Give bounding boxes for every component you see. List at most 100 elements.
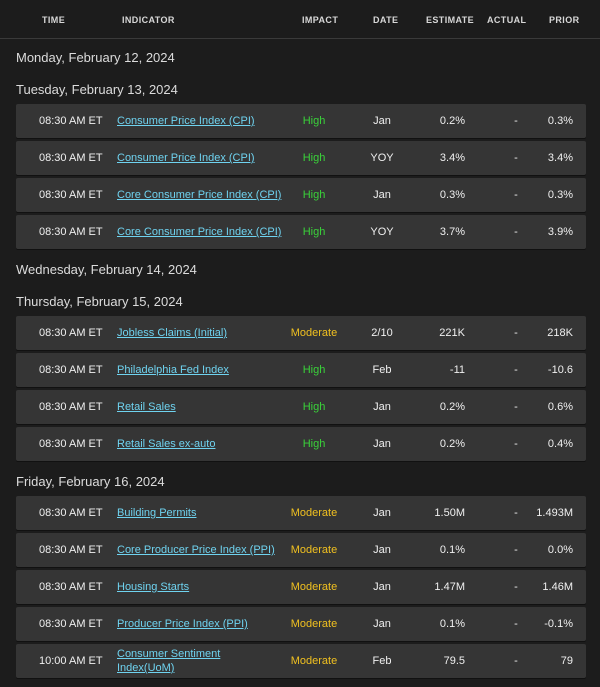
indicator-link[interactable]: Core Consumer Price Index (CPI)	[117, 189, 282, 201]
indicator-link[interactable]: Philadelphia Fed Index	[117, 364, 229, 376]
impact-cell: Moderate	[290, 327, 338, 339]
actual-cell: -	[514, 581, 518, 593]
actual-cell: -	[514, 189, 518, 201]
prior-cell: 0.3%	[547, 115, 573, 127]
actual-cell: -	[514, 115, 518, 127]
impact-cell: High	[302, 226, 326, 238]
indicator-link[interactable]: Core Producer Price Index (PPI)	[117, 544, 275, 556]
time-cell: 08:30 AM ET	[39, 364, 103, 376]
day-heading-thursday: Thursday, February 15, 2024	[16, 294, 183, 309]
table-row: 08:30 AM ET Consumer Price Index (CPI) Hig…	[16, 141, 586, 175]
estimate-cell: 0.3%	[439, 189, 465, 201]
table-row: 08:30 AM ET Consumer Price Index (CPI) Hig…	[16, 104, 586, 138]
indicator-link[interactable]: Housing Starts	[117, 581, 190, 593]
time-cell: 08:30 AM ET	[39, 401, 103, 413]
prior-cell: 79	[560, 655, 573, 667]
estimate-cell: 0.2%	[439, 401, 465, 413]
indicator-link[interactable]: Consumer Sentiment Index(UoM)	[117, 648, 221, 674]
prior-cell: 1.46M	[542, 581, 573, 593]
table-row: 08:30 AM ET Retail Sales ex-auto High Jan 0.…	[16, 427, 586, 461]
prior-cell: 0.3%	[547, 189, 573, 201]
prior-cell: 3.9%	[547, 226, 573, 238]
actual-cell: -	[514, 401, 518, 413]
date-cell: Jan	[373, 507, 391, 519]
estimate-cell: 0.1%	[439, 618, 465, 630]
time-cell: 08:30 AM ET	[39, 226, 103, 238]
time-cell: 08:30 AM ET	[39, 544, 103, 556]
header-impact: IMPACT	[302, 15, 339, 25]
day-heading-friday: Friday, February 16, 2024	[16, 474, 165, 489]
date-cell: Jan	[373, 581, 391, 593]
time-cell: 08:30 AM ET	[39, 327, 103, 339]
prior-cell: 0.6%	[547, 401, 573, 413]
header-date: DATE	[373, 15, 399, 25]
day-heading-monday: Monday, February 12, 2024	[16, 50, 175, 65]
header-actual: ACTUAL	[487, 15, 527, 25]
estimate-cell: 0.1%	[439, 544, 465, 556]
table-row: 08:30 AM ET Jobless Claims (Initial) Moder…	[16, 316, 586, 350]
estimate-cell: 0.2%	[439, 438, 465, 450]
prior-cell: 0.0%	[547, 544, 573, 556]
actual-cell: -	[514, 507, 518, 519]
impact-cell: High	[302, 152, 326, 164]
indicator-link[interactable]: Retail Sales	[117, 401, 176, 413]
actual-cell: -	[514, 618, 518, 630]
prior-cell: -0.1%	[544, 618, 573, 630]
header-time: TIME	[42, 15, 66, 25]
date-cell: Feb	[372, 655, 392, 667]
actual-cell: -	[514, 327, 518, 339]
header-prior: PRIOR	[549, 15, 580, 25]
impact-cell: Moderate	[290, 618, 338, 630]
table-row: 08:30 AM ET Producer Price Index (PPI) Mod…	[16, 607, 586, 641]
time-cell: 08:30 AM ET	[39, 152, 103, 164]
estimate-cell: 79.5	[443, 655, 465, 667]
impact-cell: High	[302, 364, 326, 376]
time-cell: 10:00 AM ET	[39, 655, 103, 667]
estimate-cell: 3.7%	[439, 226, 465, 238]
actual-cell: -	[514, 364, 518, 376]
date-cell: YOY	[370, 226, 394, 238]
actual-cell: -	[514, 544, 518, 556]
indicator-link[interactable]: Jobless Claims (Initial)	[117, 327, 228, 339]
estimate-cell: 1.47M	[434, 581, 465, 593]
date-cell: Jan	[373, 189, 391, 201]
date-cell: Jan	[373, 618, 391, 630]
date-cell: 2/10	[371, 327, 393, 339]
indicator-link[interactable]: Core Consumer Price Index (CPI)	[117, 226, 282, 238]
table-row: 08:30 AM ET Building Permits Moderate Jan 1.…	[16, 496, 586, 530]
date-cell: Jan	[373, 115, 391, 127]
indicator-link[interactable]: Producer Price Index (PPI)	[117, 618, 248, 630]
impact-cell: High	[302, 438, 326, 450]
indicator-link[interactable]: Consumer Price Index (CPI)	[117, 115, 255, 127]
actual-cell: -	[514, 152, 518, 164]
time-cell: 08:30 AM ET	[39, 115, 103, 127]
time-cell: 08:30 AM ET	[39, 618, 103, 630]
date-cell: Jan	[373, 401, 391, 413]
date-cell: Jan	[373, 544, 391, 556]
day-heading-wednesday: Wednesday, February 14, 2024	[16, 262, 197, 277]
table-row: 08:30 AM ET Core Producer Price Index (PP…	[16, 533, 586, 567]
indicator-link[interactable]: Building Permits	[117, 507, 197, 519]
table-row: 08:30 AM ET Core Consumer Price Index (CP…	[16, 215, 586, 249]
time-cell: 08:30 AM ET	[39, 438, 103, 450]
time-cell: 08:30 AM ET	[39, 189, 103, 201]
prior-cell: -10.6	[547, 364, 573, 376]
date-cell: Feb	[372, 364, 392, 376]
impact-cell: Moderate	[290, 544, 338, 556]
table-row: 10:00 AM ET Consumer Sentiment Index(UoM)…	[16, 644, 586, 678]
estimate-cell: 0.2%	[439, 115, 465, 127]
estimate-cell: -11	[449, 364, 465, 376]
actual-cell: -	[514, 438, 518, 450]
indicator-link[interactable]: Consumer Price Index (CPI)	[117, 152, 255, 164]
impact-cell: Moderate	[290, 507, 338, 519]
impact-cell: High	[302, 189, 326, 201]
table-row: 08:30 AM ET Housing Starts Moderate Jan 1.47…	[16, 570, 586, 604]
table-row: 08:30 AM ET Core Consumer Price Index (CP…	[16, 178, 586, 212]
indicator-link[interactable]: Retail Sales ex-auto	[117, 438, 216, 450]
estimate-cell: 3.4%	[439, 152, 465, 164]
impact-cell: High	[302, 115, 326, 127]
table-row: 08:30 AM ET Retail Sales High Jan 0.2% - 0.6%	[16, 390, 586, 424]
impact-cell: Moderate	[290, 655, 338, 667]
header-indicator: INDICATOR	[122, 15, 175, 25]
actual-cell: -	[514, 226, 518, 238]
